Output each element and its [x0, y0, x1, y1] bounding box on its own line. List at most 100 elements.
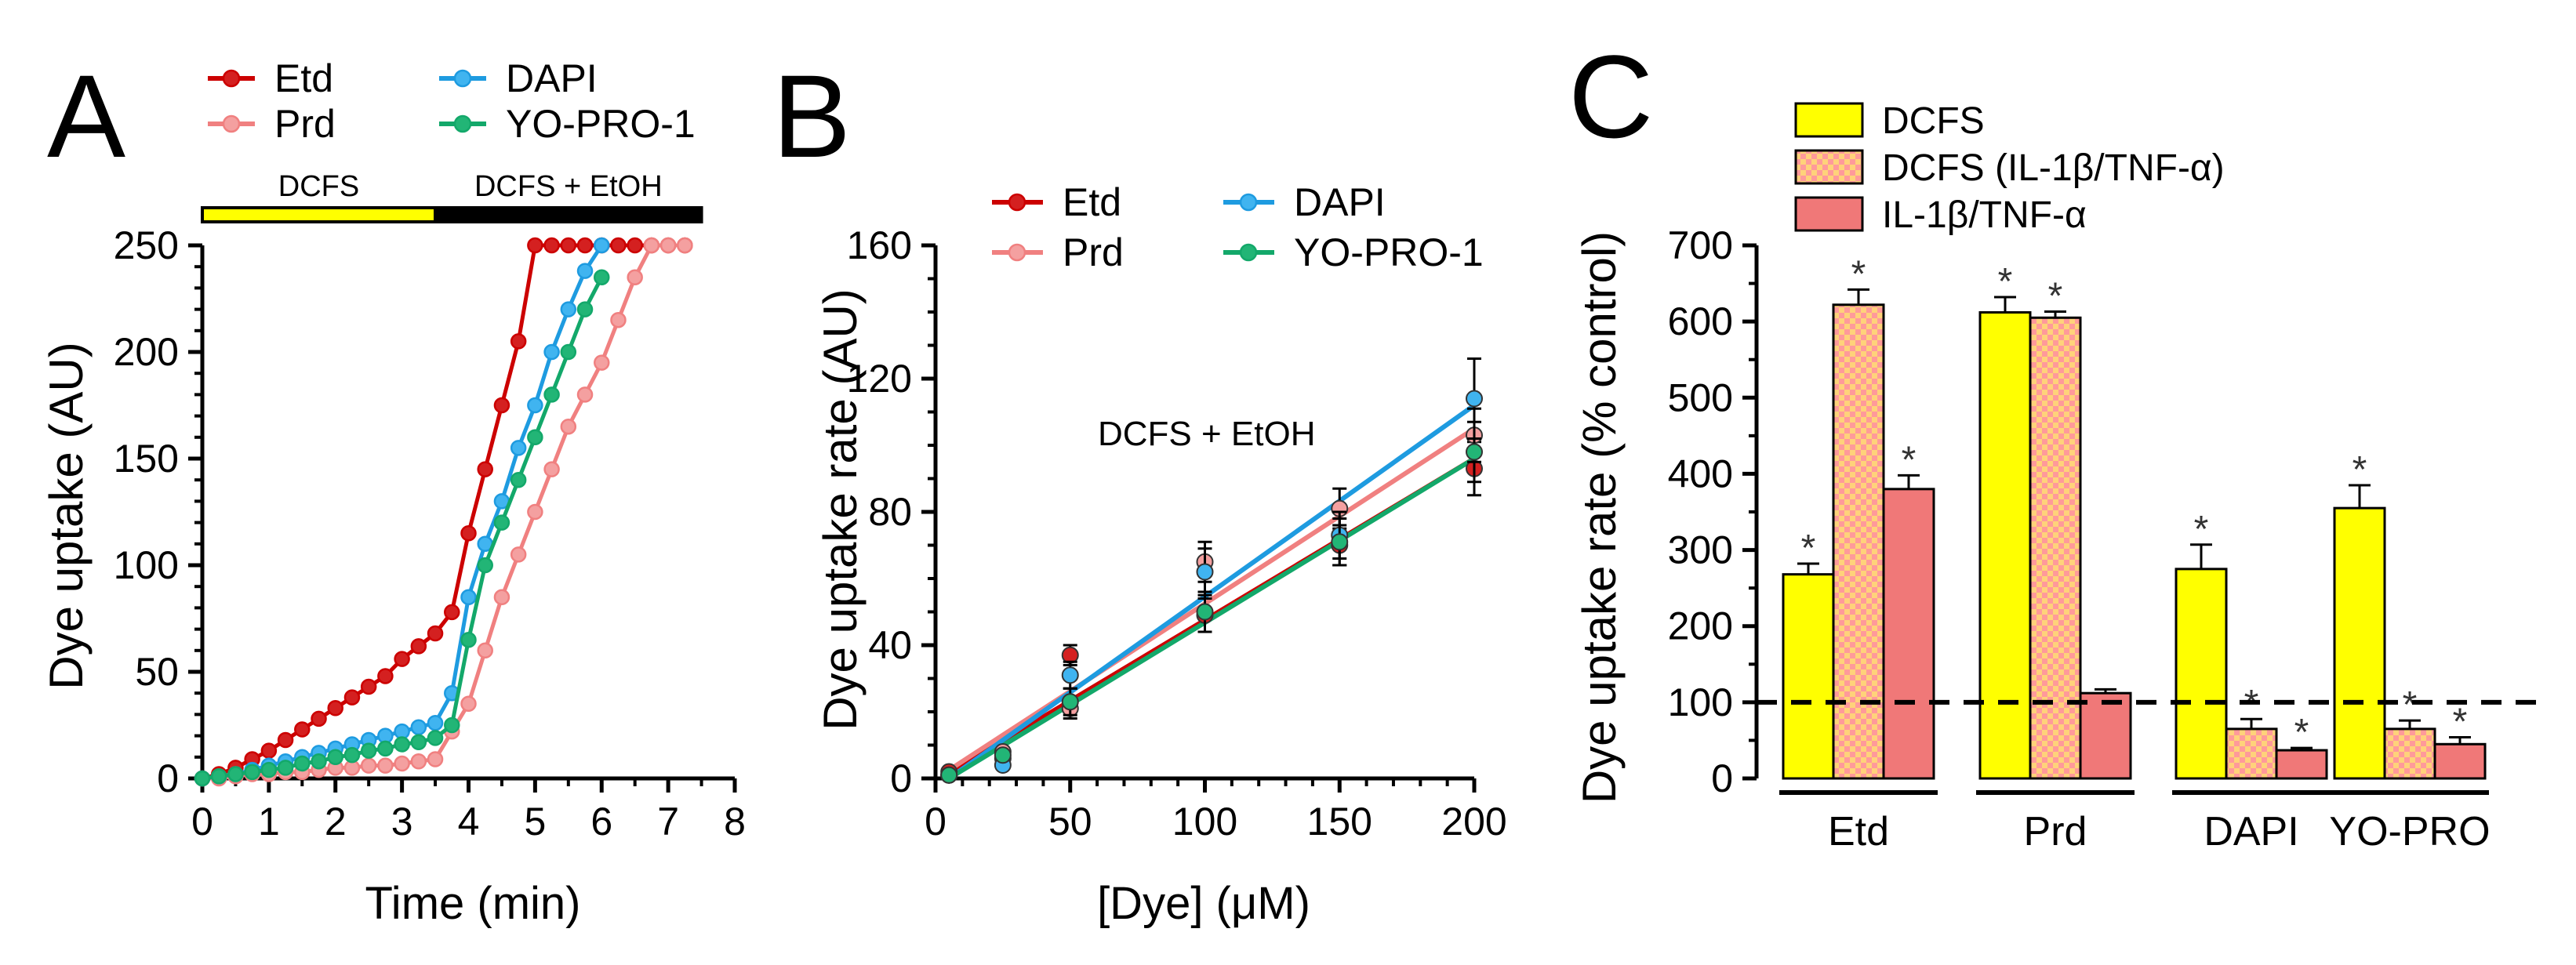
data-point-dapi: [594, 237, 610, 254]
data-point-etd: [327, 699, 343, 716]
panel-c-y-axis-label: Dye uptake rate (% control): [1573, 231, 1626, 804]
data-point-etd: [311, 710, 327, 727]
data-point-etd: [477, 461, 493, 477]
legend-label-dapi: DAPI: [506, 56, 598, 100]
panel-a-x-axis-label: Time (min): [365, 878, 581, 929]
phase-bar-dcfs: [201, 206, 438, 223]
legend-marker-dapi: [1239, 193, 1258, 212]
data-point-etd: [260, 742, 278, 759]
data-point-prd: [643, 237, 660, 254]
panel-c-y-tick-label: 300: [1668, 528, 1733, 572]
data-point-dapi: [576, 263, 594, 279]
legend-label-etd: Etd: [1063, 180, 1121, 224]
bar-dcfs-il-1-tnf-prd: [2029, 316, 2082, 780]
bar-il-1-tnf-yo-pro: [2433, 742, 2487, 780]
data-point-etd: [627, 237, 643, 254]
significance-marker: *: [2453, 702, 2468, 743]
category-label-prd: Prd: [2024, 809, 2087, 854]
data-point-yo-pro-1: [493, 514, 510, 531]
data-point-dapi: [560, 301, 577, 317]
data-point-dapi: [1196, 563, 1214, 581]
data-point-yo-pro-1: [327, 749, 343, 766]
legend-label-il-1-tnf: IL-1β/TNF-α: [1882, 194, 2087, 236]
panel-b: B Etd Prd DAPI YO-PRO-1 0 50 100 150 200 0 40 80 12…: [772, 50, 1507, 929]
panel-c: C DCFS DCFS (IL-1β/TNF-α) IL-1β/TNF-α 0 100…: [1568, 31, 2541, 854]
data-point-etd: [560, 237, 577, 254]
legend-label-prd: Prd: [1063, 230, 1124, 274]
data-point-yo-pro-1: [1061, 693, 1079, 711]
data-point-dapi: [1061, 666, 1079, 684]
panel-b-x-tick-label: 150: [1307, 800, 1372, 843]
legend-label-dcfs: DCFS: [1882, 100, 1985, 142]
data-point-prd: [477, 642, 493, 659]
data-point-yo-pro-1: [377, 740, 394, 757]
panel-c-y-tick-label: 700: [1668, 223, 1733, 267]
data-point-etd: [427, 625, 444, 642]
data-point-dapi: [527, 397, 543, 414]
series-line-yo-pro-1: [202, 276, 604, 781]
data-point-etd: [394, 651, 410, 667]
legend-swatch-dcfs: [1794, 102, 1864, 138]
panel-a-x-tick-label: 1: [258, 800, 280, 843]
data-point-yo-pro-1: [360, 742, 377, 759]
legend-marker-etd: [1008, 193, 1026, 212]
data-point-yo-pro-1: [576, 301, 594, 317]
category-label-etd: Etd: [1828, 809, 1889, 854]
data-point-prd: [677, 237, 693, 254]
panel-a-x-tick-label: 4: [458, 800, 480, 843]
phase-bar-dcfs-etoh: [434, 206, 703, 223]
data-point-prd: [460, 695, 477, 713]
bar-dcfs-dapi: [2175, 568, 2228, 780]
panel-b-x-tick-label: 0: [925, 800, 946, 843]
data-point-prd: [543, 461, 560, 477]
panel-a-x-tick-label: 5: [524, 800, 546, 843]
data-point-yo-pro-1: [444, 716, 460, 734]
data-point-yo-pro-1: [543, 386, 560, 403]
data-point-prd: [427, 751, 444, 767]
data-point-etd: [510, 333, 527, 350]
data-point-prd: [394, 755, 410, 772]
data-point-etd: [493, 397, 510, 414]
panel-b-x-axis-label: [Dye] (μM): [1097, 878, 1310, 929]
legend-marker-yo-pro-1: [453, 114, 472, 133]
data-point-dapi: [1466, 390, 1483, 408]
data-point-yo-pro-1: [1331, 533, 1349, 551]
legend-marker-prd: [222, 114, 241, 133]
legend-marker-etd: [222, 69, 241, 88]
panel-b-y-tick-label: 120: [847, 357, 912, 401]
data-point-yo-pro-1: [410, 734, 427, 751]
legend-label-prd: Prd: [274, 102, 336, 146]
category-label-yo-pro: YO-PRO: [2329, 809, 2490, 854]
data-point-etd: [410, 638, 427, 655]
bar-dcfs-yo-pro: [2333, 506, 2386, 780]
data-point-yo-pro-1: [394, 736, 410, 753]
data-point-prd: [527, 503, 543, 521]
data-point-prd: [410, 753, 427, 770]
significance-marker: *: [2194, 509, 2209, 550]
data-point-yo-pro-1: [194, 770, 211, 787]
significance-marker: *: [2294, 712, 2309, 753]
panel-b-annotation: DCFS + EtOH: [1098, 415, 1316, 453]
data-point-dapi: [427, 715, 444, 731]
panel-b-y-tick-label: 0: [890, 756, 912, 800]
data-point-yo-pro-1: [277, 760, 294, 776]
legend-label-yo-pro-1: YO-PRO-1: [1294, 230, 1484, 274]
data-point-etd: [576, 237, 594, 254]
data-point-prd: [560, 418, 577, 435]
panel-a-axes: 0 1 2 3 4 5 6 7 8 0 50 100 150 200 250: [114, 223, 746, 843]
data-point-yo-pro-1: [260, 761, 278, 778]
panel-a-series: [194, 237, 693, 787]
panel-c-y-tick-label: 400: [1668, 452, 1733, 495]
panel-b-x-tick-label: 50: [1048, 800, 1092, 843]
legend-marker-prd: [1008, 243, 1026, 262]
data-point-prd: [610, 311, 627, 328]
data-point-yo-pro-1: [227, 766, 244, 782]
data-point-yo-pro-1: [994, 746, 1012, 764]
data-point-yo-pro-1: [510, 471, 527, 488]
data-point-prd: [627, 269, 643, 286]
legend-swatch-dcfs-il-1-tnf: [1794, 149, 1864, 185]
significance-marker: *: [2403, 684, 2418, 726]
phase-label-dcfs: DCFS: [278, 170, 359, 203]
data-point-etd: [377, 668, 394, 684]
